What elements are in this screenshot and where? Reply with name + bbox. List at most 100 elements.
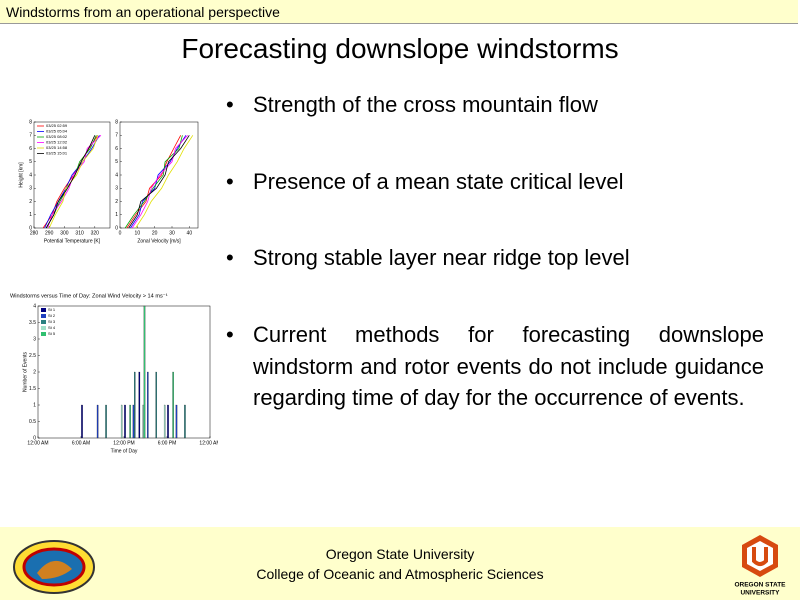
y-tick-label: 0.5 xyxy=(29,419,36,425)
x-tick-label: 290 xyxy=(45,230,54,236)
bar xyxy=(124,404,126,439)
bullet-text: Strong stable layer near ridge top level xyxy=(253,245,630,270)
y-tick-label: 8 xyxy=(115,119,118,125)
legend-label: 03/25 08:02 xyxy=(46,134,68,139)
plot-frame xyxy=(119,121,199,229)
bar xyxy=(96,404,99,439)
y-tick-label: 1 xyxy=(33,402,36,408)
y-axis-label: Number of Events xyxy=(22,351,28,392)
logo-text: OREGON STATE xyxy=(734,582,786,589)
legend-label: St 4 xyxy=(48,325,56,330)
bullet: Presence of a mean state critical level xyxy=(226,166,764,198)
y-tick-label: 2 xyxy=(33,369,36,375)
bullet: Current methods for forecasting downslop… xyxy=(226,319,764,414)
footer-line: College of Oceanic and Atmospheric Scien… xyxy=(256,566,544,582)
legend-label: St 5 xyxy=(48,331,56,336)
legend-label: St 2 xyxy=(48,313,56,318)
y-tick-label: 3 xyxy=(33,336,36,342)
bar xyxy=(138,371,141,439)
y-axis-label: Height [km] xyxy=(18,162,24,188)
plot-frame xyxy=(37,305,211,439)
y-tick-label: 2 xyxy=(29,199,32,205)
y-tick-label: 0 xyxy=(115,225,118,231)
x-tick-label: 20 xyxy=(152,230,158,236)
y-tick-label: 6 xyxy=(115,146,118,152)
legend-label: 03/25 14:58 xyxy=(46,145,68,150)
bar xyxy=(134,371,136,439)
profile-line xyxy=(128,135,190,229)
x-tick-label: 320 xyxy=(91,230,100,236)
x-axis-label: Zonal Velocity [m/s] xyxy=(137,238,181,244)
logo-text: UNIVERSITY xyxy=(740,590,780,597)
y-tick-label: 7 xyxy=(29,133,32,139)
bar xyxy=(120,404,123,439)
bar xyxy=(147,371,149,439)
y-tick-label: 6 xyxy=(29,146,32,152)
bullet: Strong stable layer near ridge top level xyxy=(226,242,764,274)
x-tick-label: 30 xyxy=(169,230,175,236)
bullet-text: Presence of a mean state critical level xyxy=(253,169,624,194)
x-tick-label: 0 xyxy=(119,230,122,236)
logo-left xyxy=(13,540,95,594)
profile-plot: 280 290 300 310 320 0 1 2 3 4 5 6 7 8 Potential Temper… xyxy=(18,119,111,244)
footer: Oregon State University College of Ocean… xyxy=(0,527,800,600)
bar xyxy=(184,404,186,439)
y-tick-label: 0 xyxy=(29,225,32,231)
legend-label: St 3 xyxy=(48,319,56,324)
bar xyxy=(163,404,166,439)
profile-line xyxy=(135,135,194,229)
y-tick-label: 4 xyxy=(29,172,32,178)
y-tick-label: 5 xyxy=(115,159,118,165)
x-tick-label: 6:00 PM xyxy=(158,440,177,446)
legend-label: 03/25 02:59 xyxy=(46,123,68,128)
x-tick-label: 280 xyxy=(30,230,39,236)
y-tick-label: 8 xyxy=(29,119,32,125)
x-tick-label: 12:00 PM xyxy=(113,440,134,446)
y-tick-label: 0 xyxy=(33,435,36,441)
bar xyxy=(129,404,131,439)
bar xyxy=(81,404,83,439)
bar xyxy=(172,371,174,439)
legend-label: 03/25 05:04 xyxy=(46,129,68,134)
bar xyxy=(132,404,135,439)
y-tick-label: 4 xyxy=(115,172,118,178)
bar xyxy=(142,404,144,439)
x-tick-label: 310 xyxy=(75,230,84,236)
bar xyxy=(105,404,107,439)
logo-right: OREGON STATE UNIVERSITY xyxy=(734,535,786,597)
x-tick-label: 12:00 AM xyxy=(199,440,218,446)
y-tick-label: 1 xyxy=(29,212,32,218)
x-axis-label: Potential Temperature [K] xyxy=(44,238,101,244)
legend-swatch xyxy=(41,308,46,312)
legend-swatch xyxy=(41,326,46,330)
x-tick-label: 300 xyxy=(60,230,69,236)
bar xyxy=(143,305,146,439)
bullet-text: Current methods for forecasting downslop… xyxy=(253,322,764,410)
legend-label: 03/25 15:01 xyxy=(46,151,68,156)
legend-swatch xyxy=(41,320,46,324)
legend-swatch xyxy=(41,332,46,336)
profile-line xyxy=(131,135,188,229)
profile-line xyxy=(44,135,100,229)
legend-label: St 1 xyxy=(48,307,56,312)
bullet: Strength of the cross mountain flow xyxy=(226,89,764,121)
profile-line xyxy=(124,135,183,229)
bullet-text: Strength of the cross mountain flow xyxy=(253,92,598,117)
profile-line xyxy=(45,135,96,229)
y-tick-label: 5 xyxy=(29,159,32,165)
x-tick-label: 12:00 AM xyxy=(27,440,48,446)
y-tick-label: 3.5 xyxy=(29,320,36,326)
y-tick-label: 4 xyxy=(33,303,36,309)
legend-swatch xyxy=(41,314,46,318)
x-tick-label: 40 xyxy=(187,230,193,236)
figure-title: Windstorms versus Time of Day: Zonal Win… xyxy=(10,293,168,299)
y-tick-label: 1.5 xyxy=(29,386,36,392)
footer-line: Oregon State University xyxy=(325,546,475,562)
legend-label: 03/25 12:02 xyxy=(46,140,68,145)
y-tick-label: 3 xyxy=(115,186,118,192)
x-axis-label: Time of Day xyxy=(111,448,138,454)
bar xyxy=(175,404,178,439)
header-title: Windstorms from an operational perspecti… xyxy=(0,0,798,24)
